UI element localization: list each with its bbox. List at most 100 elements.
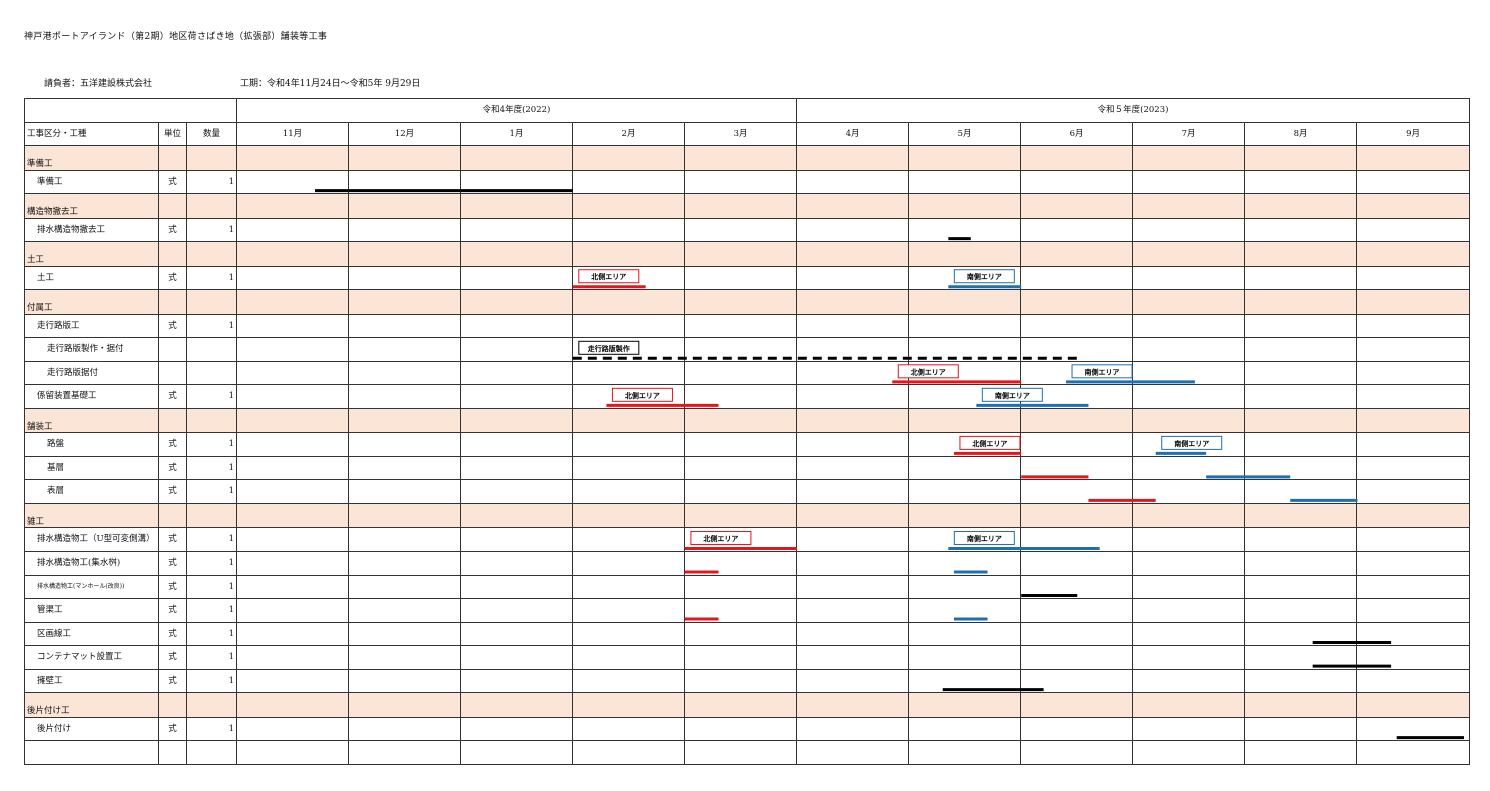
- task-name: 準備工: [24, 169, 159, 195]
- month-cell: [1244, 645, 1358, 670]
- task-name: 土工: [24, 241, 159, 267]
- month-cell: [572, 621, 686, 647]
- month-cell: [460, 550, 574, 576]
- month-cell: [1356, 193, 1471, 219]
- month-cell: [236, 527, 350, 552]
- task-unit: [158, 502, 187, 529]
- month-cell: [236, 479, 350, 504]
- month-cell: [1132, 193, 1246, 219]
- month-cell: [460, 241, 574, 267]
- month-cell: [236, 550, 350, 576]
- month-cell: [1356, 217, 1471, 243]
- month-cell: [460, 527, 574, 552]
- task-name: 構造物撤去工: [24, 193, 159, 219]
- month-cell: [684, 502, 798, 529]
- month-cell: [908, 313, 1022, 339]
- month-cell: [572, 193, 686, 219]
- month-cell: [1356, 169, 1471, 195]
- month-cell: [572, 645, 686, 670]
- category-row: 準備工: [24, 145, 1471, 171]
- month-cell: [1356, 145, 1471, 171]
- task-unit: [158, 241, 187, 267]
- task-name: 排水構造物撤去工: [24, 217, 159, 243]
- month-cell: [572, 217, 686, 243]
- month-header: 6月: [1020, 121, 1134, 147]
- month-cell: [460, 145, 574, 171]
- month-cell: [796, 384, 910, 409]
- month-cell: [796, 241, 910, 267]
- task-name: 区画線工: [24, 621, 159, 647]
- month-cell: [236, 574, 350, 600]
- month-cell: [1244, 407, 1358, 434]
- month-cell: [236, 432, 350, 457]
- month-cell: [236, 241, 350, 267]
- month-cell: [1020, 432, 1134, 457]
- month-cell: [684, 692, 798, 718]
- task-row: 管渠工式 1: [24, 598, 1471, 623]
- area-label-box: [981, 387, 1043, 402]
- area-label-text: 南側エリア: [1174, 439, 1209, 448]
- area-label: 北側エリア: [578, 269, 640, 284]
- area-label-text: 北側エリア: [703, 534, 738, 543]
- month-cell: [236, 407, 350, 434]
- month-cell: [1356, 407, 1471, 434]
- month-cell: [1356, 241, 1471, 267]
- task-unit: [158, 145, 187, 171]
- task-unit: [158, 289, 187, 315]
- area-label-box: [1071, 364, 1133, 379]
- month-cell: [236, 360, 350, 386]
- task-name: 走行路版製作・据付: [24, 337, 159, 362]
- month-cell: [796, 645, 910, 670]
- month-cell: [348, 502, 462, 529]
- task-row: 排水構造物撤去工式 1: [24, 217, 1471, 243]
- area-label-box: [1161, 435, 1223, 450]
- month-cell: [236, 145, 350, 171]
- area-label-text: 北側エリア: [972, 439, 1007, 448]
- month-cell: [684, 193, 798, 219]
- area-label: 南側エリア: [1071, 364, 1133, 379]
- task-name: 表層: [24, 479, 159, 504]
- month-cell: [684, 407, 798, 434]
- area-label: 南側エリア: [1161, 435, 1223, 450]
- month-cell: [796, 527, 910, 552]
- month-cell: [1244, 692, 1358, 718]
- month-cell: [1132, 407, 1246, 434]
- month-cell: [1356, 527, 1471, 552]
- month-cell: [684, 574, 798, 600]
- month-cell: [460, 407, 574, 434]
- month-cell: [236, 265, 350, 291]
- month-cell: [1132, 621, 1246, 647]
- month-cell: [348, 241, 462, 267]
- area-label: 北側エリア: [959, 435, 1021, 450]
- task-unit: 式: [158, 574, 187, 600]
- month-cell: [1244, 550, 1358, 576]
- month-header: 12月: [348, 121, 462, 147]
- area-label-box: [578, 269, 640, 284]
- month-header: 4月: [796, 121, 910, 147]
- month-cell: [796, 574, 910, 600]
- month-cell: [572, 360, 686, 386]
- month-cell: [348, 692, 462, 718]
- month-cell: [908, 455, 1022, 481]
- month-cell: [236, 289, 350, 315]
- area-label-box: [578, 340, 640, 355]
- month-cell: [348, 313, 462, 339]
- month-cell: [236, 337, 350, 362]
- month-cell: [348, 645, 462, 670]
- month-cell: [1020, 241, 1134, 267]
- task-unit: 式: [158, 668, 187, 694]
- area-label: 南側エリア: [953, 530, 1015, 545]
- task-quantity: 1: [185, 598, 238, 623]
- month-cell: [572, 313, 686, 339]
- month-cell: [684, 145, 798, 171]
- task-row: 排水構造物工(マンホール(改良)) 式 1: [24, 574, 1471, 600]
- month-cell: [572, 574, 686, 600]
- document-title: 神戸港ポートアイランド（第2期）地区荷さばき地（拡張部）舗装等工事: [24, 32, 328, 42]
- category-row: 構造物撤去工: [24, 193, 1471, 219]
- month-cell: [1244, 337, 1358, 362]
- month-cell: [1244, 598, 1358, 623]
- month-cell: [1244, 740, 1358, 765]
- task-quantity: [185, 289, 238, 315]
- month-cell: [1020, 598, 1134, 623]
- month-cell: [572, 289, 686, 315]
